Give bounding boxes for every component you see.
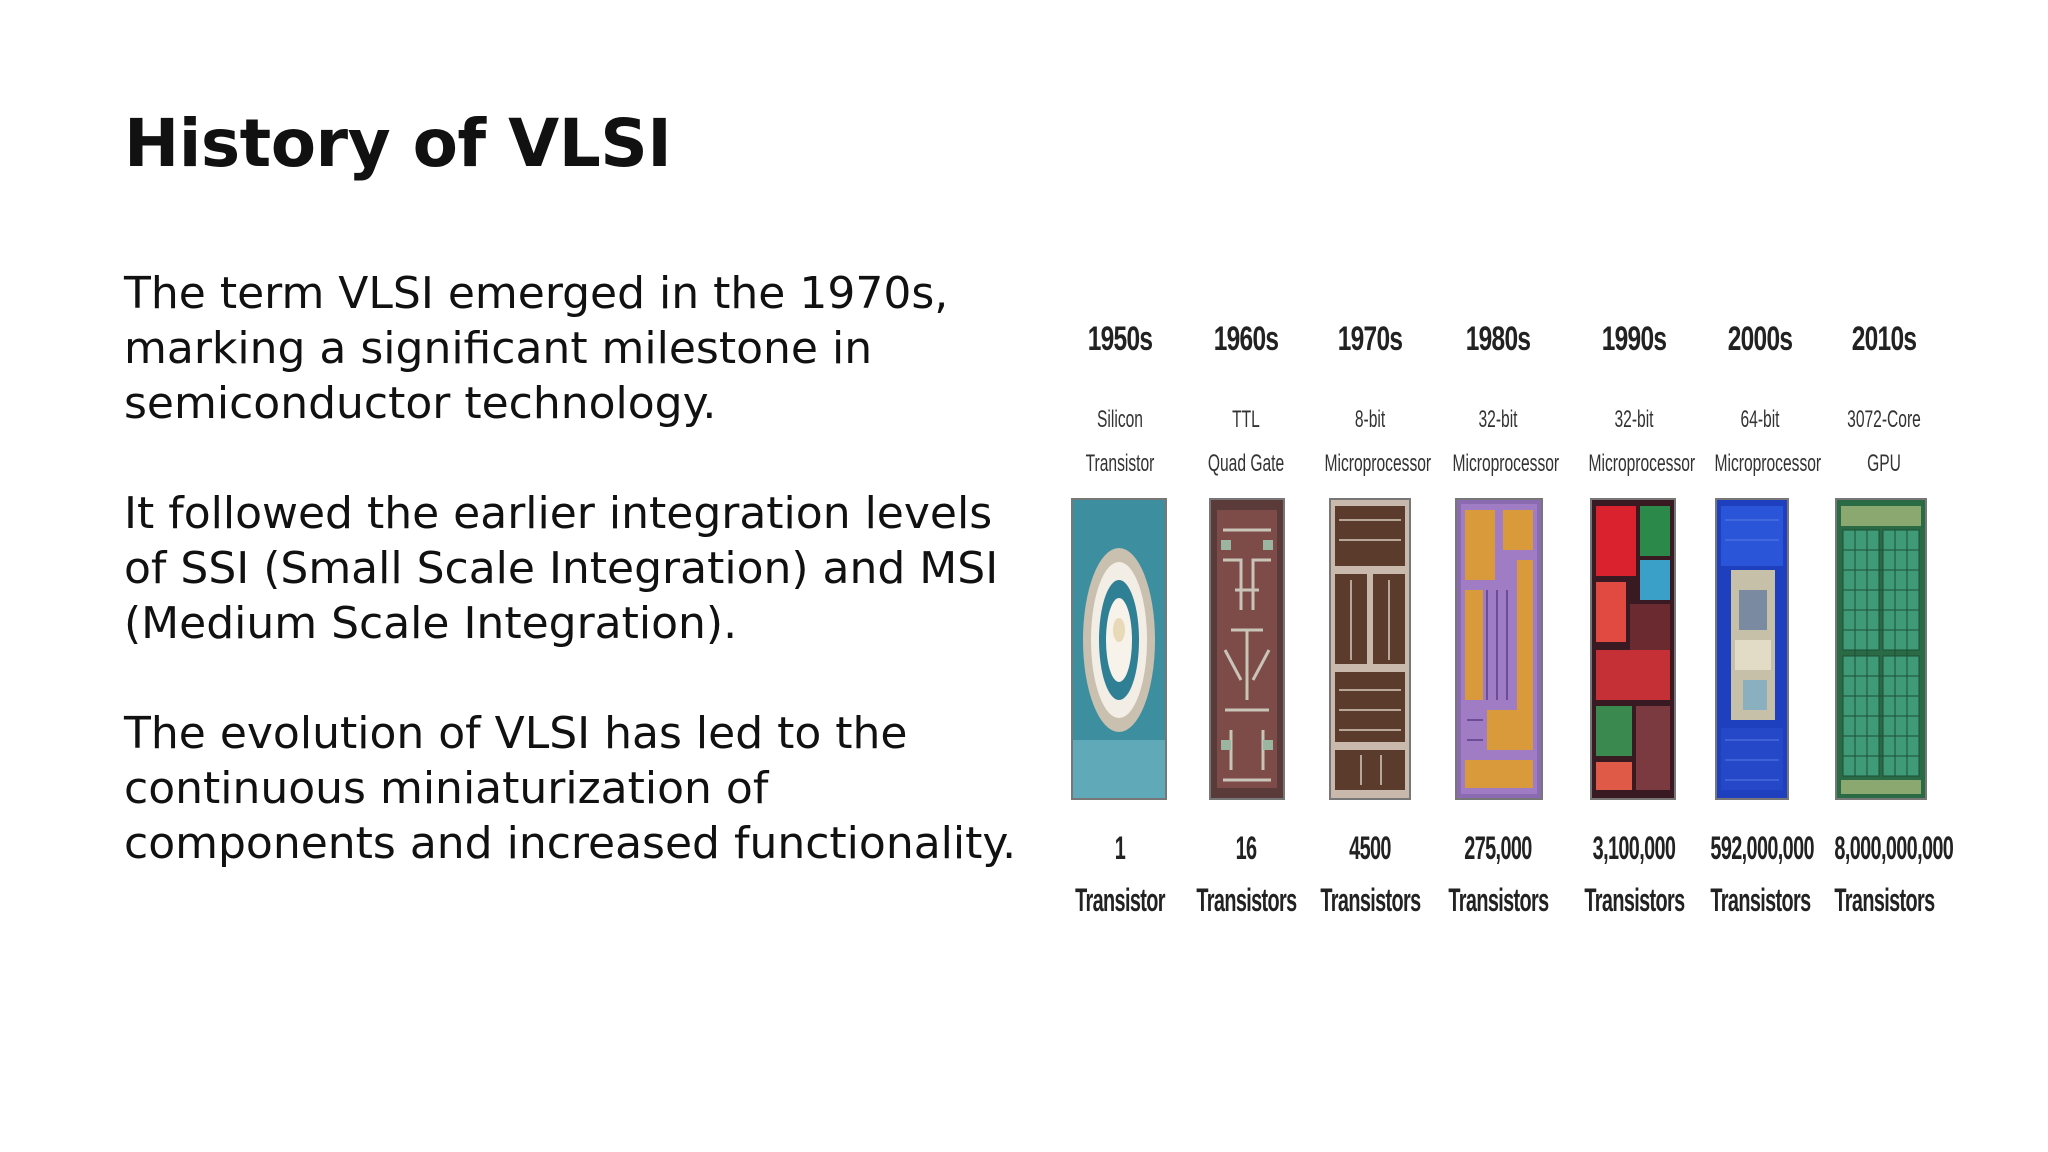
era-description: Silicon Transistor: [1075, 398, 1166, 486]
count-value: 8,000,000,000: [1834, 830, 1954, 866]
chip-die-image: [1209, 498, 1285, 800]
count-value: 16: [1235, 830, 1257, 866]
era-desc-line: Microprocessor: [1714, 450, 1822, 477]
era-year: 1980s: [1465, 320, 1531, 358]
era-1970s: 1970s 8-bit Microprocessor 4500: [1310, 300, 1432, 940]
era-description: 64-bit Microprocessor: [1714, 398, 1822, 486]
count-unit: Transistors: [1196, 882, 1297, 918]
era-desc-line: 64-bit: [1740, 406, 1780, 433]
era-year: 1960s: [1213, 320, 1279, 358]
era-2000s: 2000s 64-bit Microprocessor 592,000,000 …: [1700, 300, 1822, 940]
era-desc-line: Microprocessor: [1588, 450, 1696, 477]
era-desc-line: Quad Gate: [1207, 450, 1285, 477]
era-desc-line: 8-bit: [1354, 406, 1386, 433]
count-unit: Transistors: [1320, 882, 1421, 918]
era-description: 8-bit Microprocessor: [1324, 398, 1432, 486]
32bit-microprocessor-die: [1457, 500, 1541, 798]
count-value: 275,000: [1464, 830, 1532, 866]
count-unit: Transistors: [1834, 882, 1935, 918]
era-desc-line: Microprocessor: [1324, 450, 1432, 477]
transistor-count: 16 Transistors: [1196, 822, 1297, 926]
transistor-count: 8,000,000,000 Transistors: [1834, 822, 1954, 926]
era-description: 32-bit Microprocessor: [1588, 398, 1696, 486]
transistor-count: 592,000,000 Transistors: [1710, 822, 1814, 926]
transistor-count: 4500 Transistors: [1320, 822, 1421, 926]
era-desc-line: 32-bit: [1478, 406, 1518, 433]
era-desc-line: Silicon: [1097, 406, 1143, 433]
chip-die-image: [1835, 498, 1927, 800]
era-desc-line: Microprocessor: [1452, 450, 1560, 477]
chip-die-image: [1329, 498, 1411, 800]
era-1980s: 1980s 32-bit Microprocessor 275,000 Tra: [1438, 300, 1560, 940]
vlsi-timeline-image: 1950s Silicon Transistor 1 Transistor 19…: [1060, 300, 1954, 940]
count-unit: Transistor: [1075, 882, 1165, 918]
paragraph-3: The evolution of VLSI has led to the con…: [124, 708, 1017, 869]
era-year: 2000s: [1727, 320, 1793, 358]
era-desc-line: TTL: [1232, 406, 1260, 433]
slide-title: History of VLSI: [124, 105, 672, 182]
paragraph-2: It followed the earlier integration leve…: [124, 488, 999, 649]
count-value: 1: [1114, 830, 1126, 866]
era-year: 1990s: [1601, 320, 1667, 358]
era-1960s: 1960s TTL Quad Gate 16 Transistors: [1186, 300, 1306, 940]
era-desc-line: 3072-Core: [1847, 406, 1921, 433]
chip-die-image: [1715, 498, 1789, 800]
era-1990s: 1990s 32-bit Microprocessor 3,100,000 Tr…: [1574, 300, 1696, 940]
era-desc-line: GPU: [1867, 450, 1901, 477]
chip-die-image: [1071, 498, 1167, 800]
era-desc-line: 32-bit: [1614, 406, 1654, 433]
era-2010s: 2010s 3072-Core GPU 8,000: [1824, 300, 1954, 940]
8bit-microprocessor-die: [1331, 500, 1409, 798]
count-unit: Transistors: [1584, 882, 1685, 918]
transistor-count: 1 Transistor: [1070, 822, 1169, 926]
era-desc-line: Transistor: [1085, 450, 1155, 477]
count-unit: Transistors: [1448, 882, 1549, 918]
era-description: 32-bit Microprocessor: [1452, 398, 1560, 486]
era-1950s: 1950s Silicon Transistor 1 Transistor: [1060, 300, 1180, 940]
silicon-transistor-die: [1073, 500, 1165, 798]
count-value: 3,100,000: [1592, 830, 1676, 866]
32bit-microprocessor-die-1990s: [1592, 500, 1674, 798]
chip-die-image: [1590, 498, 1676, 800]
chip-die-image: [1455, 498, 1543, 800]
era-description: TTL Quad Gate: [1201, 398, 1292, 486]
ttl-quad-gate-die: [1211, 500, 1283, 798]
64bit-microprocessor-die: [1717, 500, 1787, 798]
era-year: 1950s: [1087, 320, 1153, 358]
count-value: 4500: [1349, 830, 1391, 866]
body-text: The term VLSI emerged in the 1970s, mark…: [124, 266, 1024, 926]
transistor-count: 3,100,000 Transistors: [1584, 822, 1685, 926]
count-value: 592,000,000: [1710, 830, 1814, 866]
paragraph-1: The term VLSI emerged in the 1970s, mark…: [124, 268, 949, 429]
3072-core-gpu-die: [1837, 500, 1925, 798]
transistor-count: 275,000 Transistors: [1448, 822, 1549, 926]
era-year: 1970s: [1337, 320, 1403, 358]
era-year: 2010s: [1851, 320, 1917, 358]
era-description: 3072-Core GPU: [1839, 398, 1930, 486]
count-unit: Transistors: [1710, 882, 1811, 918]
